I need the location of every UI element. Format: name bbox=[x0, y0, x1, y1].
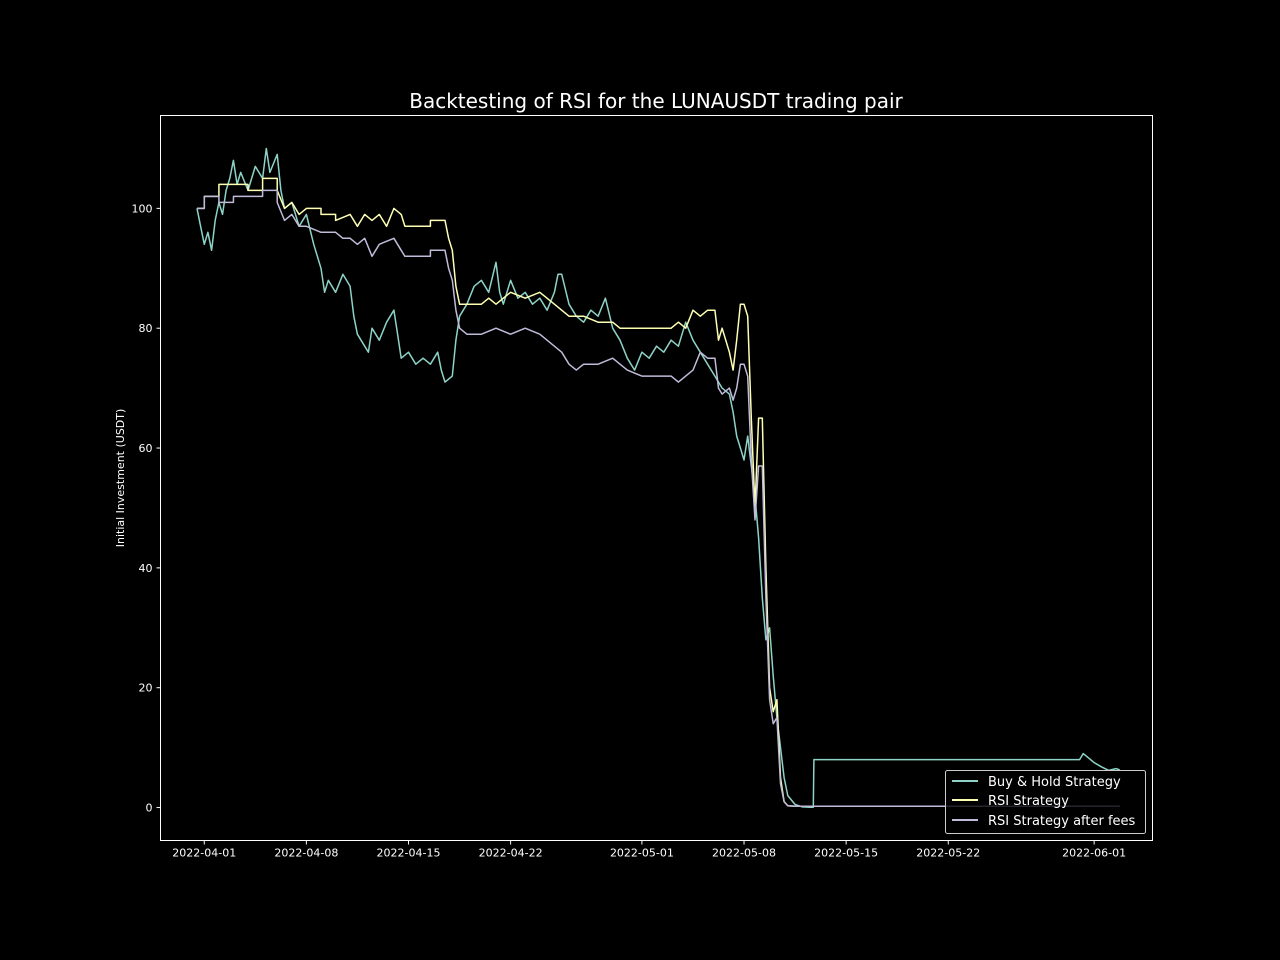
legend: Buy & Hold Strategy RSI Strategy RSI Str… bbox=[945, 770, 1146, 834]
x-tick-label: 2022-05-22 bbox=[916, 847, 980, 860]
y-tick-label: 100 bbox=[132, 202, 153, 215]
x-tick-label: 2022-04-01 bbox=[172, 847, 236, 860]
x-tick-label: 2022-04-08 bbox=[274, 847, 338, 860]
series-layer bbox=[196, 147, 1120, 808]
legend-label-rsi: RSI Strategy bbox=[988, 794, 1069, 809]
y-tick-label: 40 bbox=[139, 562, 153, 575]
y-axis-label: Initial Investment (USDT) bbox=[114, 409, 127, 548]
series-line-2 bbox=[197, 189, 1120, 808]
legend-label-rsi-fees: RSI Strategy after fees bbox=[988, 814, 1136, 829]
x-tick-label: 2022-06-01 bbox=[1062, 847, 1126, 860]
y-tick-label: 80 bbox=[139, 322, 153, 335]
y-tick-label: 0 bbox=[146, 802, 153, 815]
x-tick-label: 2022-04-22 bbox=[479, 847, 543, 860]
x-tick-label: 2022-05-01 bbox=[610, 847, 674, 860]
legend-label-buy-hold: Buy & Hold Strategy bbox=[988, 775, 1121, 790]
x-tick-label: 2022-04-15 bbox=[377, 847, 441, 860]
x-tick-label: 2022-05-08 bbox=[712, 847, 776, 860]
chart-title: Backtesting of RSI for the LUNAUSDT trad… bbox=[409, 89, 903, 113]
ticks-layer: 0 20 40 60 80 100 2022-04-01 2022-04-08 2022-04-… bbox=[132, 202, 1127, 859]
y-tick-label: 20 bbox=[139, 682, 153, 695]
series-line-1 bbox=[197, 177, 1120, 808]
x-tick-label: 2022-05-15 bbox=[814, 847, 878, 860]
y-tick-label: 60 bbox=[139, 442, 153, 455]
plot-frame bbox=[160, 115, 1153, 841]
legend-box bbox=[945, 770, 1146, 834]
